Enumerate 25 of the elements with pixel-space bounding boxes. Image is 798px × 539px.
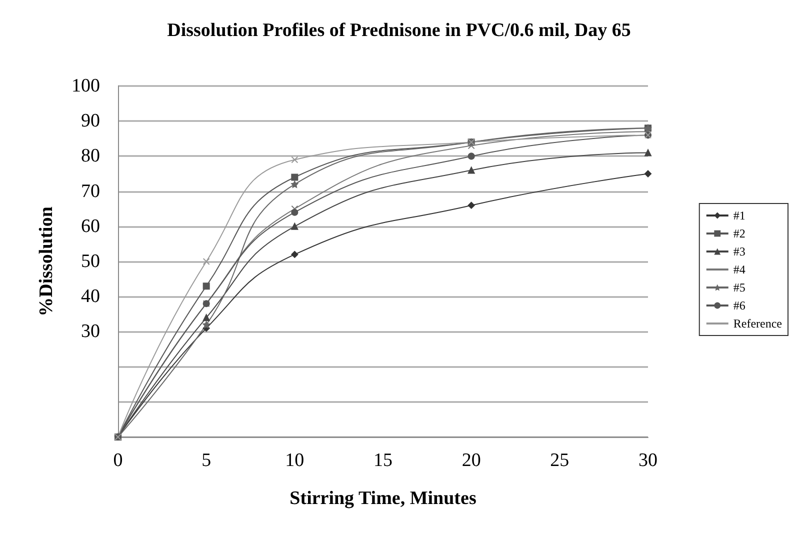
x-tick-label: 0 [113, 450, 123, 471]
legend-label: #5 [733, 280, 746, 294]
legend-label: #2 [733, 226, 746, 240]
x-tick-label: 10 [285, 450, 304, 471]
y-tick-label: 100 [72, 76, 100, 96]
chart-title: Dissolution Profiles of Prednisone in PVC/0.6 mil, Day 65 [167, 20, 631, 41]
y-tick-label: 80 [81, 146, 100, 167]
x-tick-label: 30 [638, 450, 658, 471]
y-tick-label: 30 [81, 321, 100, 342]
legend-label: #4 [733, 262, 746, 276]
y-tick-label: 50 [81, 251, 100, 272]
y-axis-title: %Dissolution [36, 206, 57, 316]
y-tick-label: 60 [81, 216, 100, 237]
legend-label: #1 [733, 208, 746, 222]
legend-label: #3 [733, 244, 746, 258]
x-axis-title: Stirring Time, Minutes [290, 488, 476, 509]
y-tick-label: 40 [81, 286, 100, 308]
x-tick-label: 15 [374, 450, 392, 471]
x-tick-label: 5 [202, 450, 212, 471]
legend-label: #6 [733, 298, 746, 312]
x-tick-label: 25 [550, 450, 570, 471]
y-tick-label: 90 [81, 110, 100, 132]
y-tick-label: 70 [81, 180, 100, 202]
legend-label: Reference [733, 316, 782, 330]
x-tick-label: 20 [462, 450, 481, 471]
